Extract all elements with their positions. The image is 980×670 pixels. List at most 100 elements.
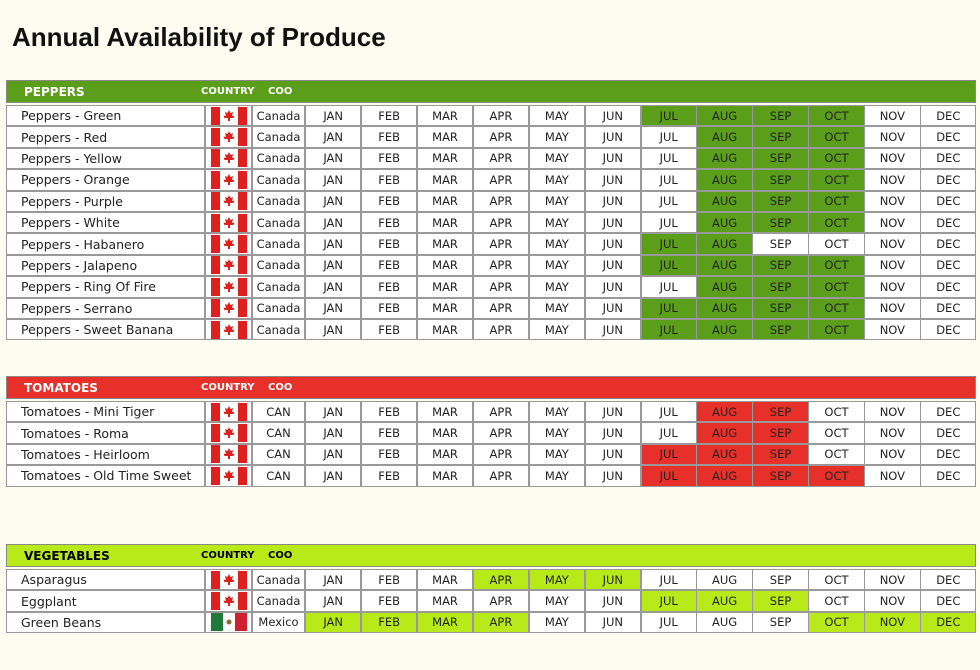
coo-header: COO [268, 550, 293, 561]
month-cell: JUL [640, 422, 697, 444]
month-cell: MAY [528, 443, 586, 466]
month-cell: APR [472, 443, 530, 466]
produce-name: Peppers - Sweet Banana [6, 319, 205, 341]
month-cell: MAY [528, 105, 586, 127]
flag-canada [210, 256, 247, 275]
month-cell: MAR [416, 319, 474, 341]
month-cell: JUL [640, 611, 697, 634]
month-cell: NOV [864, 590, 921, 612]
month-cell: OCT [808, 297, 865, 319]
month-cell: JAN [305, 169, 362, 191]
month-cell: JUN [584, 401, 641, 423]
produce-name: Tomatoes - Roma [6, 422, 205, 444]
produce-name: Asparagus [6, 569, 205, 591]
month-cell: NOV [864, 147, 921, 170]
coo-cell: Canada [252, 212, 305, 234]
month-cell: OCT [808, 590, 865, 612]
month-cell: MAR [416, 443, 474, 466]
coo-header: COO [268, 382, 293, 393]
month-cell: SEP [752, 276, 809, 298]
month-cell: AUG [696, 254, 753, 277]
coo-cell: Canada [252, 147, 305, 170]
month-cell: DEC [920, 319, 977, 341]
flag-canada [210, 192, 247, 211]
month-cell: JUN [584, 105, 641, 127]
month-cell: JAN [305, 465, 362, 487]
produce-name: Peppers - Jalapeno [6, 254, 205, 277]
month-cell: FEB [360, 443, 418, 466]
month-cell: SEP [752, 401, 809, 423]
month-cell: JAN [305, 147, 362, 170]
month-cell: AUG [696, 212, 753, 234]
page-title: Annual Availability of Produce [12, 22, 386, 52]
month-cell: MAR [416, 126, 474, 148]
month-cell: MAY [528, 319, 586, 341]
month-cell: AUG [696, 233, 753, 255]
month-cell: MAY [528, 465, 586, 487]
month-cell: MAR [416, 611, 474, 634]
month-cell: SEP [752, 212, 809, 234]
month-cell: DEC [920, 276, 977, 298]
coo-cell: Canada [252, 190, 305, 212]
produce-name: Peppers - Yellow [6, 147, 205, 170]
month-cell: JUL [640, 569, 697, 591]
coo-cell: Canada [252, 105, 305, 127]
produce-name: Peppers - Green [6, 105, 205, 127]
month-cell: AUG [696, 590, 753, 612]
month-cell: FEB [360, 190, 418, 212]
flag-canada [210, 402, 247, 421]
flag-cell [205, 569, 252, 591]
month-cell: APR [472, 422, 530, 444]
month-cell: SEP [752, 443, 809, 466]
month-cell: OCT [808, 611, 865, 634]
flag-canada [210, 445, 247, 464]
month-cell: JUL [640, 443, 697, 466]
month-cell: JUN [584, 190, 641, 212]
month-cell: JAN [305, 590, 362, 612]
month-cell: APR [472, 126, 530, 148]
month-cell: SEP [752, 169, 809, 191]
month-cell: FEB [360, 105, 418, 127]
month-cell: MAY [528, 401, 586, 423]
month-cell: APR [472, 569, 530, 591]
flag-canada [210, 299, 247, 318]
flag-cell [205, 105, 252, 127]
month-cell: NOV [864, 401, 921, 423]
month-cell: JUL [640, 276, 697, 298]
month-cell: DEC [920, 254, 977, 277]
country-header: COUNTRY [201, 382, 255, 393]
month-cell: MAR [416, 105, 474, 127]
section-title: PEPPERS [24, 84, 85, 99]
flag-cell [205, 422, 252, 444]
month-cell: DEC [920, 297, 977, 319]
flag-canada [210, 235, 247, 254]
month-cell: MAR [416, 233, 474, 255]
month-cell: JUL [640, 254, 697, 277]
month-cell: MAY [528, 590, 586, 612]
flag-canada [210, 592, 247, 611]
month-cell: FEB [360, 212, 418, 234]
month-cell: MAY [528, 611, 586, 634]
flag-canada [210, 424, 247, 443]
coo-header: COO [268, 86, 293, 97]
flag-cell [205, 465, 252, 487]
month-cell: FEB [360, 465, 418, 487]
month-cell: APR [472, 319, 530, 341]
month-cell: MAY [528, 169, 586, 191]
month-cell: AUG [696, 319, 753, 341]
coo-cell: Canada [252, 126, 305, 148]
produce-name: Peppers - White [6, 212, 205, 234]
month-cell: NOV [864, 422, 921, 444]
month-cell: FEB [360, 569, 418, 591]
month-cell: MAR [416, 401, 474, 423]
month-cell: OCT [808, 569, 865, 591]
month-cell: NOV [864, 319, 921, 341]
month-cell: NOV [864, 611, 921, 634]
month-cell: OCT [808, 147, 865, 170]
month-cell: OCT [808, 212, 865, 234]
month-cell: NOV [864, 126, 921, 148]
produce-name: Peppers - Purple [6, 190, 205, 212]
month-cell: FEB [360, 297, 418, 319]
produce-name: Green Beans [6, 611, 205, 634]
month-cell: NOV [864, 569, 921, 591]
